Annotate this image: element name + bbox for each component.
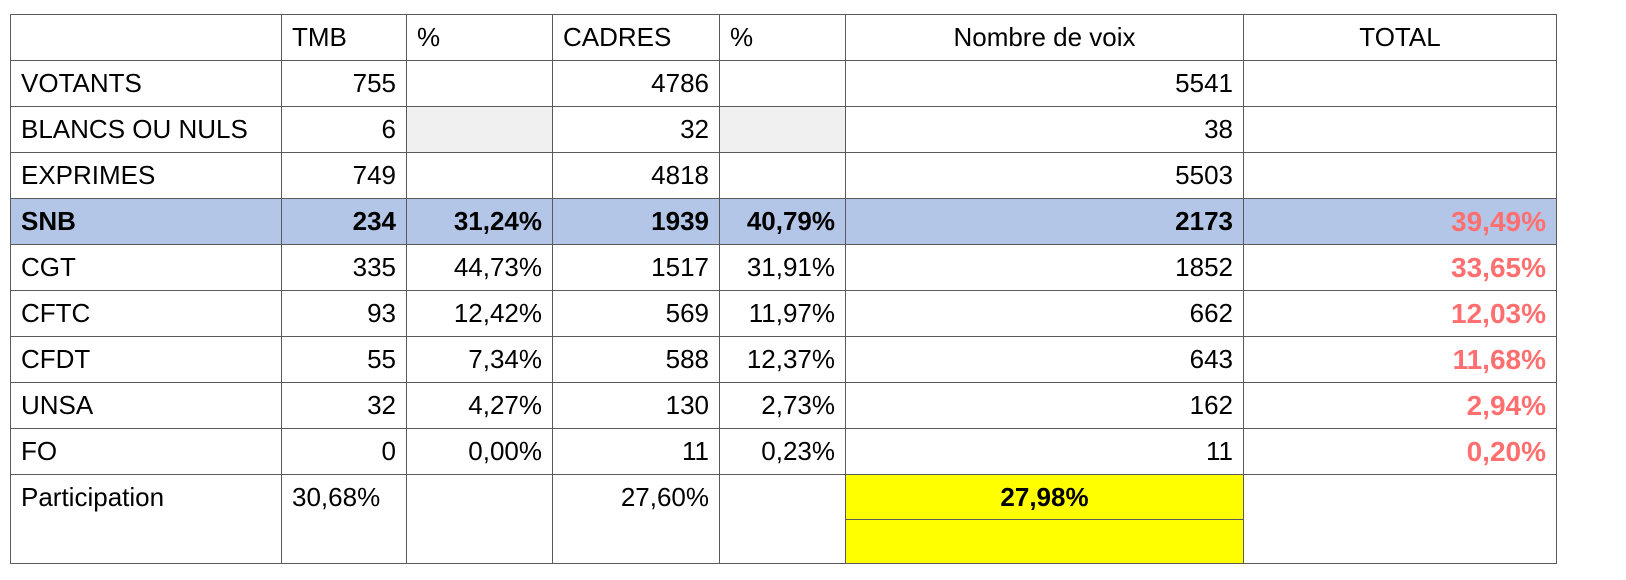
cell-cadres-pct <box>719 60 846 107</box>
cell-cadres: 11 <box>552 428 720 475</box>
cell-tmb-pct: 0,00% <box>406 428 553 475</box>
cell-tmb: 749 <box>281 152 407 199</box>
cell-cadres: 588 <box>552 336 720 383</box>
cell-tmb: 32 <box>281 382 407 429</box>
header-cell-voix: Nombre de voix <box>845 14 1244 61</box>
header-cell-total: TOTAL <box>1243 14 1557 61</box>
cell-tmb-pct <box>406 60 553 107</box>
cell-cadres-pct <box>719 474 846 564</box>
cell-voix: 38 <box>845 106 1244 153</box>
cell-cadres-pct: 2,73% <box>719 382 846 429</box>
cell-cadres-pct: 31,91% <box>719 244 846 291</box>
cell-cadres: 4786 <box>552 60 720 107</box>
cell-cadres: 130 <box>552 382 720 429</box>
cell-tmb-pct: 31,24% <box>406 198 553 245</box>
header-cell-cadres-pct: % <box>719 14 846 61</box>
cell-cadres-pct <box>719 106 846 153</box>
cell-cadres: 27,60% <box>552 474 720 564</box>
cell-voix: 27,98% <box>845 474 1244 564</box>
cell-tmb: 55 <box>281 336 407 383</box>
row-label: CFDT <box>10 336 282 383</box>
cell-tmb: 755 <box>281 60 407 107</box>
cell-voix: 1852 <box>845 244 1244 291</box>
row-label: FO <box>10 428 282 475</box>
cell-cadres: 569 <box>552 290 720 337</box>
results-table: TMB % CADRES % Nombre de voix TOTAL VOTA… <box>10 14 1557 564</box>
table-row-unsa: UNSA 32 4,27% 130 2,73% 162 2,94% <box>10 382 1557 429</box>
cell-total: 39,49% <box>1243 198 1557 245</box>
table-row-blancs-ou-nuls: BLANCS OU NULS 6 32 38 <box>10 106 1557 153</box>
cell-total <box>1243 106 1557 153</box>
cell-tmb-pct <box>406 152 553 199</box>
cell-cadres: 1517 <box>552 244 720 291</box>
header-cell-tmb: TMB <box>281 14 407 61</box>
cell-voix: 5503 <box>845 152 1244 199</box>
table-row-snb: SNB 234 31,24% 1939 40,79% 2173 39,49% <box>10 198 1557 245</box>
cell-tmb: 6 <box>281 106 407 153</box>
header-row: TMB % CADRES % Nombre de voix TOTAL <box>10 14 1557 61</box>
cell-total: 0,20% <box>1243 428 1557 475</box>
cell-voix: 662 <box>845 290 1244 337</box>
table-row-exprimes: EXPRIMES 749 4818 5503 <box>10 152 1557 199</box>
row-label: SNB <box>10 198 282 245</box>
row-label: BLANCS OU NULS <box>10 106 282 153</box>
cell-tmb-pct <box>406 106 553 153</box>
cell-cadres-pct <box>719 152 846 199</box>
table-row-fo: FO 0 0,00% 11 0,23% 11 0,20% <box>10 428 1557 475</box>
cell-tmb-pct: 4,27% <box>406 382 553 429</box>
row-label: VOTANTS <box>10 60 282 107</box>
cell-voix: 5541 <box>845 60 1244 107</box>
cell-tmb: 0 <box>281 428 407 475</box>
table-row-cfdt: CFDT 55 7,34% 588 12,37% 643 11,68% <box>10 336 1557 383</box>
cell-tmb-pct: 44,73% <box>406 244 553 291</box>
cell-total: 2,94% <box>1243 382 1557 429</box>
participation-empty-cell <box>846 520 1243 563</box>
cell-cadres-pct: 12,37% <box>719 336 846 383</box>
cell-tmb-pct: 7,34% <box>406 336 553 383</box>
header-cell-tmb-pct: % <box>406 14 553 61</box>
table-row-cgt: CGT 335 44,73% 1517 31,91% 1852 33,65% <box>10 244 1557 291</box>
header-cell-cadres: CADRES <box>552 14 720 61</box>
cell-tmb: 93 <box>281 290 407 337</box>
cell-total: 11,68% <box>1243 336 1557 383</box>
cell-total: 33,65% <box>1243 244 1557 291</box>
row-label: CGT <box>10 244 282 291</box>
cell-tmb: 234 <box>281 198 407 245</box>
table-row-cftc: CFTC 93 12,42% 569 11,97% 662 12,03% <box>10 290 1557 337</box>
cell-voix: 643 <box>845 336 1244 383</box>
cell-cadres: 1939 <box>552 198 720 245</box>
cell-cadres-pct: 11,97% <box>719 290 846 337</box>
cell-cadres: 4818 <box>552 152 720 199</box>
cell-voix: 11 <box>845 428 1244 475</box>
participation-total-value: 27,98% <box>846 475 1243 520</box>
table-row-votants: VOTANTS 755 4786 5541 <box>10 60 1557 107</box>
row-label: EXPRIMES <box>10 152 282 199</box>
row-label: CFTC <box>10 290 282 337</box>
cell-cadres: 32 <box>552 106 720 153</box>
row-label: Participation <box>10 474 282 564</box>
cell-voix: 2173 <box>845 198 1244 245</box>
cell-tmb-pct <box>406 474 553 564</box>
table-row-participation: Participation 30,68% 27,60% 27,98% <box>10 474 1557 564</box>
row-label: UNSA <box>10 382 282 429</box>
cell-total <box>1243 474 1557 564</box>
header-cell-label <box>10 14 282 61</box>
cell-total <box>1243 60 1557 107</box>
cell-tmb: 30,68% <box>281 474 407 564</box>
cell-cadres-pct: 0,23% <box>719 428 846 475</box>
cell-tmb: 335 <box>281 244 407 291</box>
cell-tmb-pct: 12,42% <box>406 290 553 337</box>
cell-total <box>1243 152 1557 199</box>
cell-total: 12,03% <box>1243 290 1557 337</box>
cell-voix: 162 <box>845 382 1244 429</box>
cell-cadres-pct: 40,79% <box>719 198 846 245</box>
